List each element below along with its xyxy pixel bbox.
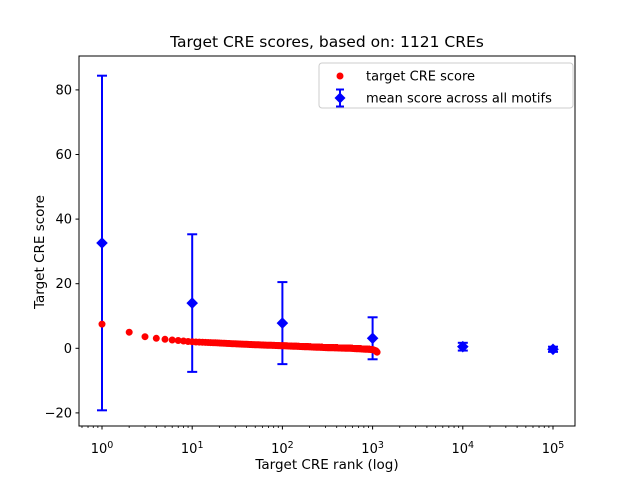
y-axis-label: Target CRE score xyxy=(32,195,48,310)
x-axis-label: Target CRE rank (log) xyxy=(254,457,398,473)
legend-box xyxy=(318,62,574,109)
svg-text:40: 40 xyxy=(55,213,72,228)
svg-text:−20: −20 xyxy=(45,406,72,421)
svg-text:80: 80 xyxy=(55,83,72,98)
svg-text:20: 20 xyxy=(55,277,72,292)
svg-text:0: 0 xyxy=(64,342,72,357)
mean-series-errorbars xyxy=(97,74,558,412)
legend-target-marker-icon xyxy=(336,72,344,80)
mean-series-markers xyxy=(96,237,559,356)
svg-text:60: 60 xyxy=(55,148,72,163)
svg-text:104: 104 xyxy=(452,440,475,457)
svg-text:103: 103 xyxy=(361,440,384,457)
y-axis: −20 0 20 40 60 80 xyxy=(45,83,79,421)
legend-target-label: target CRE score xyxy=(366,70,475,85)
legend-mean-label: mean score across all motifs xyxy=(366,92,552,107)
plot-border xyxy=(78,55,576,427)
legend: target CRE score mean score across all m… xyxy=(318,62,574,109)
legend-mean-marker-icon xyxy=(334,88,346,108)
svg-text:102: 102 xyxy=(271,440,294,457)
target-series-points xyxy=(98,320,381,356)
svg-text:100: 100 xyxy=(91,440,114,457)
x-axis: 100 101 102 103 104 105 xyxy=(81,426,565,457)
chart-title: Target CRE scores, based on: 1121 CREs xyxy=(169,33,484,51)
svg-text:105: 105 xyxy=(542,440,565,457)
svg-text:101: 101 xyxy=(181,440,204,457)
